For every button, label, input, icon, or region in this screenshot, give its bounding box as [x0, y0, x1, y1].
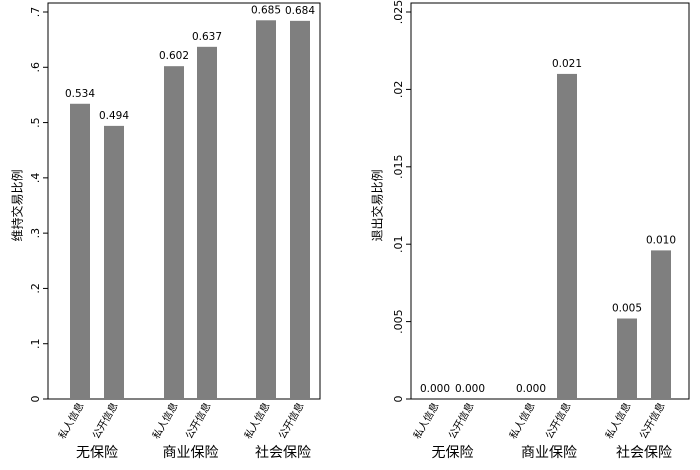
bar [104, 125, 124, 399]
bar-category-label: 私人信息 [602, 400, 633, 441]
bar-value-label: 0.684 [285, 5, 315, 17]
bar [256, 20, 276, 400]
y-tick-label: .01 [392, 235, 405, 253]
bar-category-label: 私人信息 [506, 400, 537, 441]
y-tick-label: .6 [29, 62, 42, 73]
bar-value-label: 0.021 [552, 58, 582, 70]
y-tick-label: .1 [29, 338, 42, 349]
y-axis-title: 维持交易比例 [10, 169, 25, 241]
group-label: 无保险 [76, 445, 118, 461]
y-tick-label: .025 [392, 0, 405, 24]
group-label: 商业保险 [163, 445, 219, 461]
bar-value-label: 0.534 [65, 88, 95, 100]
bar-category-label: 私人信息 [149, 400, 180, 441]
group-label: 商业保险 [521, 445, 577, 461]
y-tick-label: .2 [29, 283, 42, 294]
y-axis-title: 退出交易比例 [370, 169, 385, 241]
y-tick-label: .5 [29, 117, 42, 128]
bar-value-label: 0.494 [99, 110, 129, 122]
bar-value-label: 0.000 [516, 383, 546, 395]
y-tick-label: .4 [29, 173, 42, 184]
bar [557, 73, 577, 400]
chart-panel-2: 0.005.01.015.02.025退出交易比例0.000私人信息0.000公… [370, 0, 690, 461]
group-label: 无保险 [432, 445, 474, 461]
bar-category-label: 私人信息 [55, 400, 86, 441]
bar-category-label: 私人信息 [241, 400, 272, 441]
bar-category-label: 公开信息 [636, 400, 667, 441]
bar [290, 20, 310, 400]
bar [70, 103, 90, 399]
bar-value-label: 0.685 [251, 4, 281, 16]
bar-category-label: 公开信息 [542, 400, 573, 441]
y-tick-label: .015 [392, 155, 405, 180]
bar-category-label: 私人信息 [410, 400, 441, 441]
y-tick-label: .005 [392, 309, 405, 334]
bar [164, 66, 184, 400]
group-label: 社会保险 [255, 445, 311, 461]
bar [651, 250, 671, 399]
y-tick-label: .02 [392, 81, 405, 99]
y-tick-label: 0 [392, 396, 405, 403]
bar [617, 318, 637, 399]
y-tick-label: 0 [29, 396, 42, 403]
group-label: 社会保险 [616, 445, 672, 461]
chart-panel-1: 0 .1 .2 .3 .4 .5 .6 .7 维持交易比例 0.534 私人信息 0.494 公开信息无… [10, 2, 321, 461]
y-tick-label: .7 [29, 7, 42, 18]
bar-category-label: 公开信息 [445, 400, 476, 441]
bar-category-label: 公开信息 [89, 400, 120, 441]
bar-value-label: 0.000 [420, 383, 450, 395]
bar-value-label: 0.602 [159, 50, 189, 62]
bar-value-label: 0.000 [455, 383, 485, 395]
bar [197, 46, 217, 400]
bar-value-label: 0.637 [192, 31, 222, 43]
y-tick-label: .3 [29, 228, 42, 239]
bar-category-label: 公开信息 [275, 400, 306, 441]
bar-value-label: 0.005 [612, 303, 642, 315]
bar-category-label: 公开信息 [182, 400, 213, 441]
bar-value-label: 0.010 [646, 234, 676, 246]
plot-frame [410, 2, 690, 400]
